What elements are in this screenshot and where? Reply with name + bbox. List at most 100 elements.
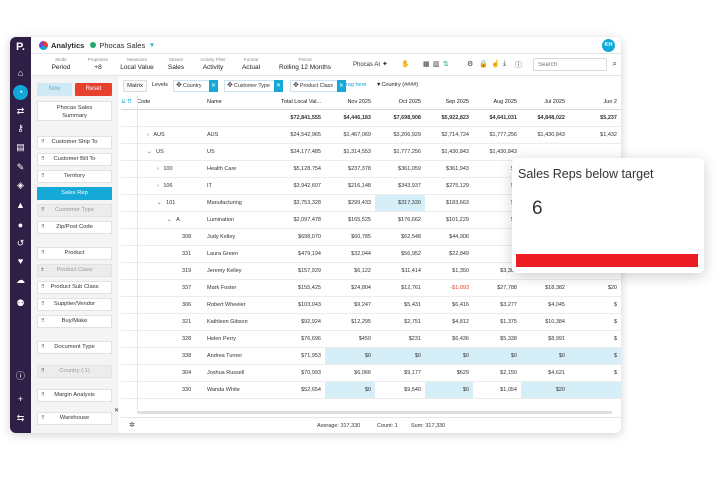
value-cell[interactable]: $ [569, 330, 621, 348]
table-row[interactable]: 330 Wanda White $52,654 $0 $9,540 $0 $1,054 $20 [121, 381, 621, 399]
table-row[interactable] [121, 398, 621, 411]
collapse-icon[interactable]: ⌄ [147, 148, 154, 155]
code-cell[interactable]: 330 [137, 381, 207, 399]
value-cell[interactable]: $1,432 [569, 126, 621, 144]
pin-icon[interactable]: ✎ [16, 162, 25, 172]
user-icon[interactable]: ● [17, 220, 24, 230]
table-row[interactable]: 304 Joshua Russell $70,993 $6,066 $9,177 $629… [121, 364, 621, 382]
value-cell[interactable]: $0 [473, 347, 521, 365]
dimension-product-class[interactable]: ± Product Class [37, 264, 112, 277]
toolbar-mode[interactable]: Mode Period [49, 57, 73, 71]
drag-here-target[interactable]: Drag here [342, 82, 367, 88]
code-cell[interactable]: › AUS [137, 126, 207, 144]
value-cell[interactable]: $479,194 [270, 245, 325, 263]
value-cell[interactable]: $176,662 [375, 211, 425, 229]
value-cell[interactable]: $1,777,256 [473, 126, 521, 144]
dimension-territory[interactable]: ⠿ Territory [37, 170, 112, 183]
toolbar-format[interactable]: Format Actual [239, 57, 263, 71]
value-cell[interactable]: $3,300 [473, 262, 521, 280]
info-circle-icon[interactable]: ⓘ [515, 62, 522, 69]
name-cell[interactable]: AUS [207, 126, 270, 144]
dimension-phocas-sales-summary[interactable]: Phocas Sales Summary [37, 101, 112, 121]
value-cell[interactable]: $0 [521, 347, 569, 365]
code-cell[interactable]: › 100 [137, 160, 207, 178]
value-cell[interactable]: $ [569, 313, 621, 331]
download-icon[interactable]: ⤓ [503, 60, 507, 67]
dimension-supplier-vendor[interactable]: ⠿ Supplier/Vendor [37, 298, 112, 311]
total-cell[interactable] [207, 109, 270, 127]
name-cell[interactable]: Kathleen Gibson [207, 313, 270, 331]
name-cell[interactable]: IT [207, 177, 270, 195]
dimension-customer-ship-to[interactable]: ⠿ Customer Ship To [37, 136, 112, 149]
value-cell[interactable]: $24,177,485 [270, 143, 325, 161]
name-cell[interactable]: Joshua Russell [207, 364, 270, 382]
value-cell[interactable]: $20 [521, 381, 569, 399]
value-cell[interactable]: $0 [375, 347, 425, 365]
level-chip-customer-type[interactable]: ✥ Customer Type ✕ [224, 80, 283, 92]
value-cell[interactable]: $6,066 [325, 364, 375, 382]
history-icon[interactable]: ↺ [16, 238, 25, 248]
value-cell[interactable]: $1,430,843 [425, 143, 473, 161]
value-cell[interactable]: $2,714,724 [425, 126, 473, 144]
chart-view-icon[interactable]: ▥ [433, 61, 440, 68]
value-cell[interactable]: $1,467,069 [325, 126, 375, 144]
phocas-ai-button[interactable]: Phocas AI ✦ [353, 60, 388, 68]
dimension-buy-make[interactable]: ⠿ Buy/Make [37, 315, 112, 328]
value-cell[interactable] [270, 398, 325, 411]
value-cell[interactable]: $44,906 [425, 228, 473, 246]
dimension-product[interactable]: ⠿ Product [37, 247, 112, 260]
value-cell[interactable]: $165,525 [325, 211, 375, 229]
value-cell[interactable]: $0 [425, 381, 473, 399]
value-cell[interactable]: $1,375 [473, 313, 521, 331]
code-cell[interactable]: 321 [137, 313, 207, 331]
toolbar-properties[interactable]: Properties +8 [86, 57, 110, 71]
toolbar-stream[interactable]: Stream Sales [164, 57, 188, 71]
remove-chip-icon[interactable]: ✕ [209, 80, 218, 92]
code-cell[interactable]: 306 [137, 296, 207, 314]
database-selector[interactable]: Phocas Sales [99, 40, 146, 50]
reset-button[interactable]: Reset [75, 83, 112, 96]
column-header[interactable]: Jun 2 [569, 95, 621, 110]
value-cell[interactable] [569, 381, 621, 399]
add-icon[interactable]: + [17, 394, 24, 404]
value-cell[interactable]: $11,414 [375, 262, 425, 280]
people-icon[interactable]: ⚉ [16, 298, 25, 308]
kpi-card[interactable]: Sales Reps below target 6 [512, 158, 704, 273]
code-cell[interactable]: 308 [137, 228, 207, 246]
country-filter[interactable]: ▼Country (####) [376, 82, 418, 88]
value-cell[interactable]: $6,122 [325, 262, 375, 280]
chevron-down-icon[interactable]: ▾ [150, 42, 154, 49]
code-cell[interactable]: ⌄ 101 [137, 194, 207, 212]
value-cell[interactable] [521, 398, 569, 411]
hand-icon[interactable]: ✋ [401, 61, 410, 68]
swap-icon[interactable]: ⇆ [16, 413, 25, 423]
collapse-icon[interactable]: ⌄ [167, 216, 174, 223]
toolbar-measures[interactable]: Measures Local Value [119, 57, 155, 71]
expand-icon[interactable]: › [157, 182, 161, 189]
level-chip-country[interactable]: ✥ Country ✕ [173, 80, 218, 92]
column-header[interactable]: Code [137, 95, 207, 110]
value-cell[interactable]: $ [569, 296, 621, 314]
dimension-product-sub-class[interactable]: ⠿ Product Sub Class [37, 281, 112, 294]
table-row[interactable]: ⌄ US US $24,177,485 $1,314,553 $1,777,256 $1,… [121, 143, 621, 161]
value-cell[interactable] [473, 398, 521, 411]
value-cell[interactable]: $56,952 [375, 245, 425, 263]
toolbar-period[interactable]: Period Rolling 12 Months [275, 57, 335, 71]
value-cell[interactable]: $76,696 [270, 330, 325, 348]
expand-icon[interactable]: › [147, 131, 151, 138]
column-header[interactable]: Jul 2025 [521, 95, 569, 110]
avatar[interactable]: KH [602, 39, 615, 52]
expand-collapse-control[interactable]: ⇊ ⇈ [121, 95, 137, 110]
dimension-document-type[interactable]: ⠿ Document Type [37, 341, 112, 354]
total-cell[interactable] [137, 109, 207, 127]
name-cell[interactable]: Wanda White [207, 381, 270, 399]
code-cell[interactable]: 338 [137, 347, 207, 365]
value-cell[interactable]: $361,943 [425, 160, 473, 178]
favorite-icon[interactable]: ☝ [491, 61, 500, 68]
value-cell[interactable]: $60,785 [325, 228, 375, 246]
lock-icon[interactable]: 🔒 [479, 61, 488, 68]
value-cell[interactable]: $9,247 [325, 296, 375, 314]
name-cell[interactable] [207, 398, 270, 411]
column-header[interactable]: Aug 2025 [473, 95, 521, 110]
value-cell[interactable]: $92,924 [270, 313, 325, 331]
